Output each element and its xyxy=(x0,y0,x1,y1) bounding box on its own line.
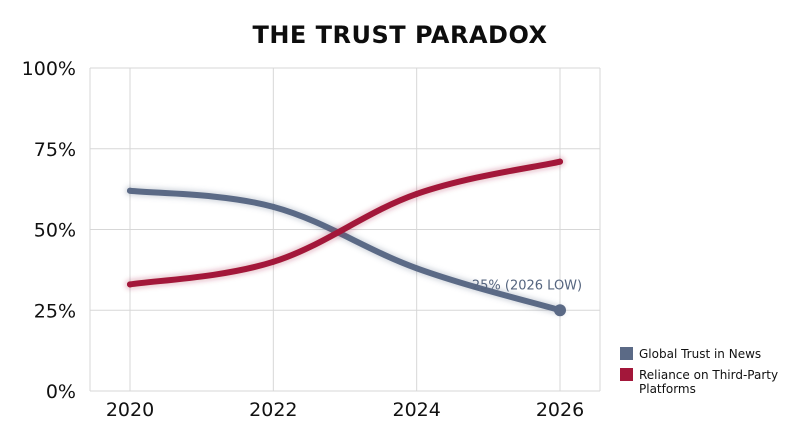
x-tick-label: 2026 xyxy=(536,399,584,421)
annotations: 25% (2026 LOW) xyxy=(472,278,582,317)
x-tick-label: 2022 xyxy=(249,399,297,421)
series-line xyxy=(127,158,563,288)
legend-label: Reliance on Third-Party xyxy=(639,368,778,382)
legend-label: Global Trust in News xyxy=(639,347,761,361)
data-point xyxy=(270,258,277,265)
x-axis: 2020 2022 2024 2026 xyxy=(106,399,584,421)
series-1 xyxy=(125,156,565,290)
annotation-label: 25% (2026 LOW) xyxy=(472,278,582,293)
legend-swatch xyxy=(620,368,633,381)
data-point xyxy=(413,265,420,272)
legend-label: Platforms xyxy=(639,382,696,396)
grid xyxy=(89,67,601,392)
data-point xyxy=(413,190,420,197)
y-tick-label: 25% xyxy=(34,300,76,322)
chart-title: THE TRUST PARADOX xyxy=(252,21,547,49)
x-tick-label: 2020 xyxy=(106,399,154,421)
legend: Global Trust in News Reliance on Third-Pa… xyxy=(620,347,778,396)
y-axis: 0% 25% 50% 75% 100% xyxy=(22,58,76,403)
y-tick-label: 0% xyxy=(46,381,76,403)
y-tick-label: 50% xyxy=(34,220,76,242)
data-point xyxy=(557,158,563,165)
data-point xyxy=(127,187,133,194)
x-tick-label: 2024 xyxy=(392,399,440,421)
highlight-marker xyxy=(554,304,566,317)
series-0 xyxy=(125,185,565,316)
y-tick-label: 75% xyxy=(34,139,76,161)
legend-swatch xyxy=(620,347,633,360)
data-point xyxy=(270,203,277,210)
y-tick-label: 100% xyxy=(22,58,76,80)
series-line-glow xyxy=(125,156,565,290)
series-group xyxy=(125,156,565,316)
data-point xyxy=(127,281,133,288)
series-line xyxy=(127,187,563,314)
